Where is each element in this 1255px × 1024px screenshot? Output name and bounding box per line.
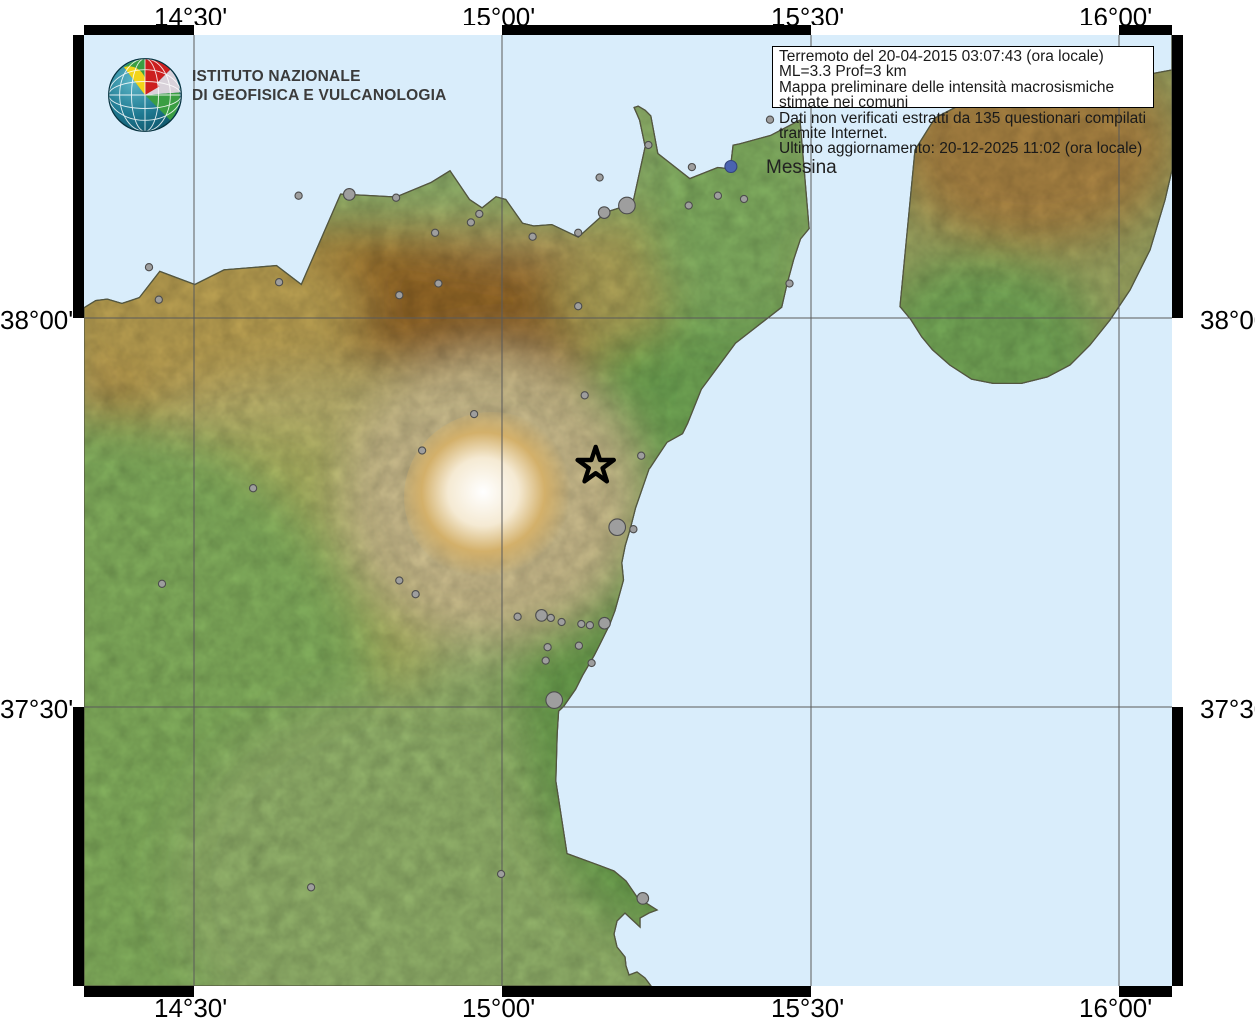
svg-text:Messina: Messina (766, 157, 837, 178)
